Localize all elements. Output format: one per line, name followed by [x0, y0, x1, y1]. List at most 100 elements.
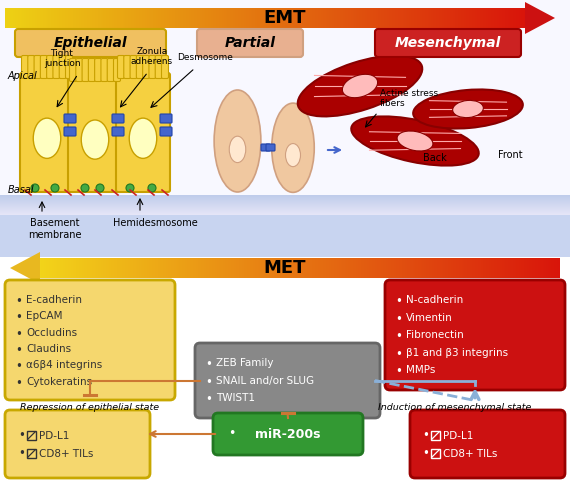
FancyBboxPatch shape: [112, 114, 124, 123]
Text: miR-200s: miR-200s: [255, 428, 321, 440]
Bar: [312, 8, 313, 28]
Bar: [426, 8, 427, 28]
Bar: [307, 8, 308, 28]
Bar: [328, 258, 329, 278]
Bar: [541, 258, 542, 278]
Bar: [197, 8, 198, 28]
Bar: [281, 8, 282, 28]
Bar: [203, 8, 204, 28]
Bar: [70, 8, 71, 28]
Bar: [424, 258, 425, 278]
Bar: [111, 258, 112, 278]
Bar: [372, 8, 373, 28]
Bar: [305, 258, 306, 278]
Bar: [455, 258, 456, 278]
FancyBboxPatch shape: [197, 29, 303, 57]
Bar: [341, 8, 342, 28]
Bar: [215, 8, 216, 28]
Bar: [200, 8, 201, 28]
Bar: [205, 8, 206, 28]
Bar: [500, 8, 501, 28]
Bar: [6, 8, 7, 28]
Bar: [402, 8, 403, 28]
Text: Cytokeratins: Cytokeratins: [26, 377, 92, 387]
Bar: [394, 8, 395, 28]
Bar: [138, 8, 139, 28]
Bar: [220, 8, 221, 28]
Bar: [88, 258, 89, 278]
Bar: [372, 258, 373, 278]
Bar: [373, 258, 374, 278]
Bar: [122, 8, 123, 28]
Bar: [82, 258, 83, 278]
Bar: [469, 258, 470, 278]
Bar: [249, 8, 250, 28]
FancyBboxPatch shape: [5, 410, 150, 478]
Bar: [322, 8, 323, 28]
Bar: [308, 8, 309, 28]
Bar: [70, 258, 71, 278]
Bar: [157, 258, 158, 278]
Bar: [245, 258, 246, 278]
Bar: [351, 8, 352, 28]
Bar: [195, 8, 196, 28]
Bar: [125, 8, 126, 28]
Ellipse shape: [413, 90, 523, 128]
Bar: [75, 8, 76, 28]
Bar: [210, 258, 211, 278]
Bar: [0, 211, 570, 212]
Bar: [415, 258, 416, 278]
Bar: [308, 258, 309, 278]
Bar: [210, 8, 211, 28]
Bar: [324, 258, 325, 278]
Bar: [92, 8, 93, 28]
Bar: [438, 8, 439, 28]
Bar: [405, 8, 406, 28]
Bar: [256, 8, 257, 28]
Bar: [257, 258, 258, 278]
Bar: [53, 258, 54, 278]
Bar: [470, 258, 471, 278]
Bar: [404, 8, 405, 28]
Bar: [453, 258, 454, 278]
Bar: [447, 8, 448, 28]
Bar: [402, 258, 403, 278]
Bar: [395, 258, 396, 278]
Bar: [465, 258, 466, 278]
Bar: [118, 258, 119, 278]
Text: Vimentin: Vimentin: [406, 312, 453, 323]
Bar: [220, 258, 221, 278]
Bar: [491, 8, 492, 28]
Bar: [559, 258, 560, 278]
Bar: [26, 8, 27, 28]
Bar: [418, 8, 419, 28]
Bar: [458, 8, 459, 28]
Bar: [276, 8, 277, 28]
Bar: [159, 258, 160, 278]
Bar: [194, 258, 195, 278]
Bar: [84, 258, 85, 278]
Bar: [288, 258, 289, 278]
Bar: [531, 258, 532, 278]
Polygon shape: [10, 252, 40, 284]
Bar: [385, 258, 386, 278]
Bar: [177, 258, 178, 278]
Bar: [512, 258, 513, 278]
Bar: [267, 8, 268, 28]
Bar: [480, 258, 481, 278]
Bar: [162, 258, 163, 278]
Bar: [173, 8, 174, 28]
Bar: [144, 258, 145, 278]
Bar: [188, 258, 189, 278]
Bar: [364, 8, 365, 28]
Bar: [501, 8, 502, 28]
Bar: [435, 8, 436, 28]
Bar: [319, 8, 320, 28]
Bar: [389, 258, 390, 278]
Bar: [66, 8, 67, 28]
Bar: [360, 258, 361, 278]
Bar: [423, 258, 424, 278]
Bar: [261, 8, 262, 28]
Bar: [51, 8, 52, 28]
Bar: [149, 258, 150, 278]
